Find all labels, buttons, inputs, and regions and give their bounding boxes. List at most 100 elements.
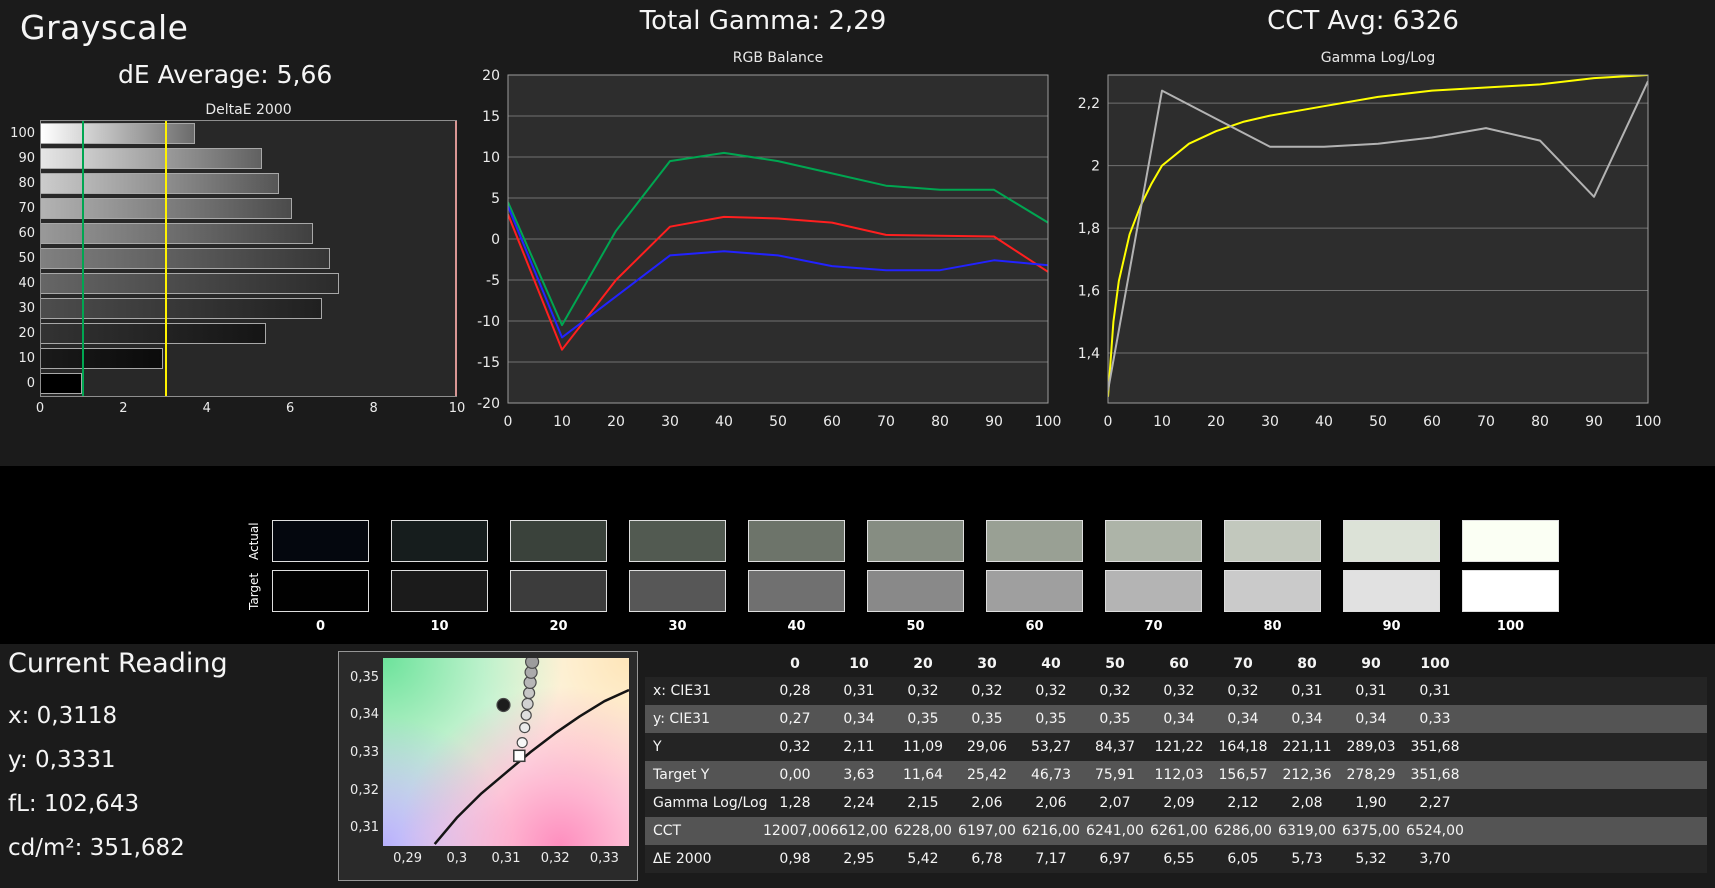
table-row-label: Gamma Log/Log [653,795,768,811]
deltae-bar-row [41,196,456,221]
svg-text:70: 70 [1477,414,1495,430]
table-cell: 6319,00 [1278,823,1336,839]
table-cell: 1,90 [1355,795,1387,811]
table-cell: 29,06 [966,739,1008,755]
current-reading-values: x: 0,3118 y: 0,3331 fL: 102,643 cd/m²: 351,… [8,694,185,870]
table-cell: 5,73 [1291,851,1323,867]
table-cell: 0,98 [779,851,811,867]
deltae-refline-good-threshold [81,121,84,396]
deltae-bar [41,173,279,194]
table-cell: 2,12 [1227,795,1259,811]
measurement-point [520,709,532,721]
table-header-cell: 50 [1105,656,1125,672]
svg-text:20: 20 [1207,414,1225,430]
table-cell: 0,32 [1099,683,1131,699]
deltae-bar-row [41,146,456,171]
deltae-chart-title: DeltaE 2000 [205,102,292,118]
target-swatch [1224,570,1321,612]
deltae-bar [41,323,266,344]
svg-text:15: 15 [482,109,500,125]
table-header-cell: 100 [1420,656,1450,672]
table-cell: 0,34 [1291,711,1323,727]
reading-line: fL: 102,643 [8,791,140,817]
deltae-y-label: 10 [18,351,35,366]
swatch-label: 70 [1144,619,1163,634]
table-cell: 0,32 [1163,683,1195,699]
deltae-plot [40,120,457,397]
svg-text:30: 30 [1261,414,1279,430]
svg-text:80: 80 [1531,414,1549,430]
table-cell: 6261,00 [1150,823,1208,839]
table-cell: 0,31 [1355,683,1387,699]
table-cell: 6197,00 [958,823,1016,839]
table-cell: 6286,00 [1214,823,1272,839]
table-row: Y 0,32 2,11 11,09 29,06 53,27 84,37 121,22 164,1… [645,733,1707,761]
deltae-y-label: 80 [18,176,35,191]
table-header-row: 0 10 20 30 40 50 60 70 80 90 100 [645,651,1707,677]
table-cell: 53,27 [1030,739,1072,755]
table-row: x: CIE31 0,28 0,31 0,32 0,32 0,32 0,32 0,32 0,32… [645,677,1707,705]
measurement-point [521,697,534,711]
table-cell: 0,31 [1419,683,1451,699]
actual-row-label: Actual [247,522,261,560]
svg-text:50: 50 [1369,414,1387,430]
svg-text:90: 90 [985,414,1003,430]
table-cell: 3,63 [843,767,875,783]
table-row: CCT 12007,00 6612,00 6228,00 6197,00 6216,00 6… [645,817,1707,845]
table-cell: 6228,00 [894,823,952,839]
table-row-label: ΔE 2000 [653,851,712,867]
swatch-label: 30 [668,619,687,634]
swatch-label: 100 [1496,619,1525,634]
swatch-label: 0 [315,619,326,634]
table-cell: 121,22 [1154,739,1204,755]
cct-avg-header: CCT Avg: 6326 [1267,6,1459,36]
reading-line: cd/m²: 351,682 [8,835,185,861]
deltae-y-label: 70 [18,201,35,216]
table-row: ΔE 2000 0,98 2,95 5,42 6,78 7,17 6,97 6,55 6,05 5… [645,845,1707,873]
table-cell: 6216,00 [1022,823,1080,839]
target-swatch [748,570,845,612]
svg-text:40: 40 [1315,414,1333,430]
table-cell: 0,35 [971,711,1003,727]
svg-text:80: 80 [931,414,949,430]
actual-swatch [391,520,488,562]
table-cell: 1,28 [779,795,811,811]
table-cell: 2,11 [843,739,875,755]
target-swatch [1343,570,1440,612]
table-cell: 75,91 [1094,767,1136,783]
table-cell: 7,17 [1035,851,1067,867]
cie-plot [383,658,629,846]
table-cell: 0,35 [907,711,939,727]
svg-text:20: 20 [607,414,625,430]
table-header-cell: 10 [849,656,869,672]
target-swatch [1105,570,1202,612]
de-average-label: dE Average: 5,66 [118,60,333,89]
cie-y-tick: 0,35 [350,669,379,685]
cie-x-tick: 0,32 [540,851,570,866]
cie-y-tick: 0,34 [350,707,379,723]
actual-swatch [867,520,964,562]
svg-text:10: 10 [1153,414,1171,430]
table-cell: 351,68 [1410,767,1460,783]
deltae-y-label: 40 [18,276,35,291]
svg-text:2,2: 2,2 [1078,96,1100,112]
deltae-bar-row [41,296,456,321]
svg-text:100: 100 [1035,414,1062,430]
table-row: Target Y 0,00 3,63 11,64 25,42 46,73 75,91 112,… [645,761,1707,789]
table-cell: 6,55 [1163,851,1195,867]
table-cell: 2,95 [843,851,875,867]
svg-text:-10: -10 [477,314,500,330]
deltae-x-axis: 0 2 4 6 8 10 [36,397,465,419]
cie-y-tick: 0,32 [350,782,379,798]
deltae-x-tick: 4 [202,401,211,416]
table-cell: 2,06 [971,795,1003,811]
current-reading-title: Current Reading [8,648,228,679]
table-cell: 0,31 [843,683,875,699]
table-row-label: Target Y [653,767,710,783]
deltae-bar-row [41,271,456,296]
swatch-grid: 0 10 20 30 40 50 60 70 80 90 100 [272,520,1559,634]
deltae-bar [41,348,164,369]
actual-swatch [272,520,369,562]
table-cell: 0,34 [1163,711,1195,727]
svg-text:1,8: 1,8 [1078,221,1100,237]
